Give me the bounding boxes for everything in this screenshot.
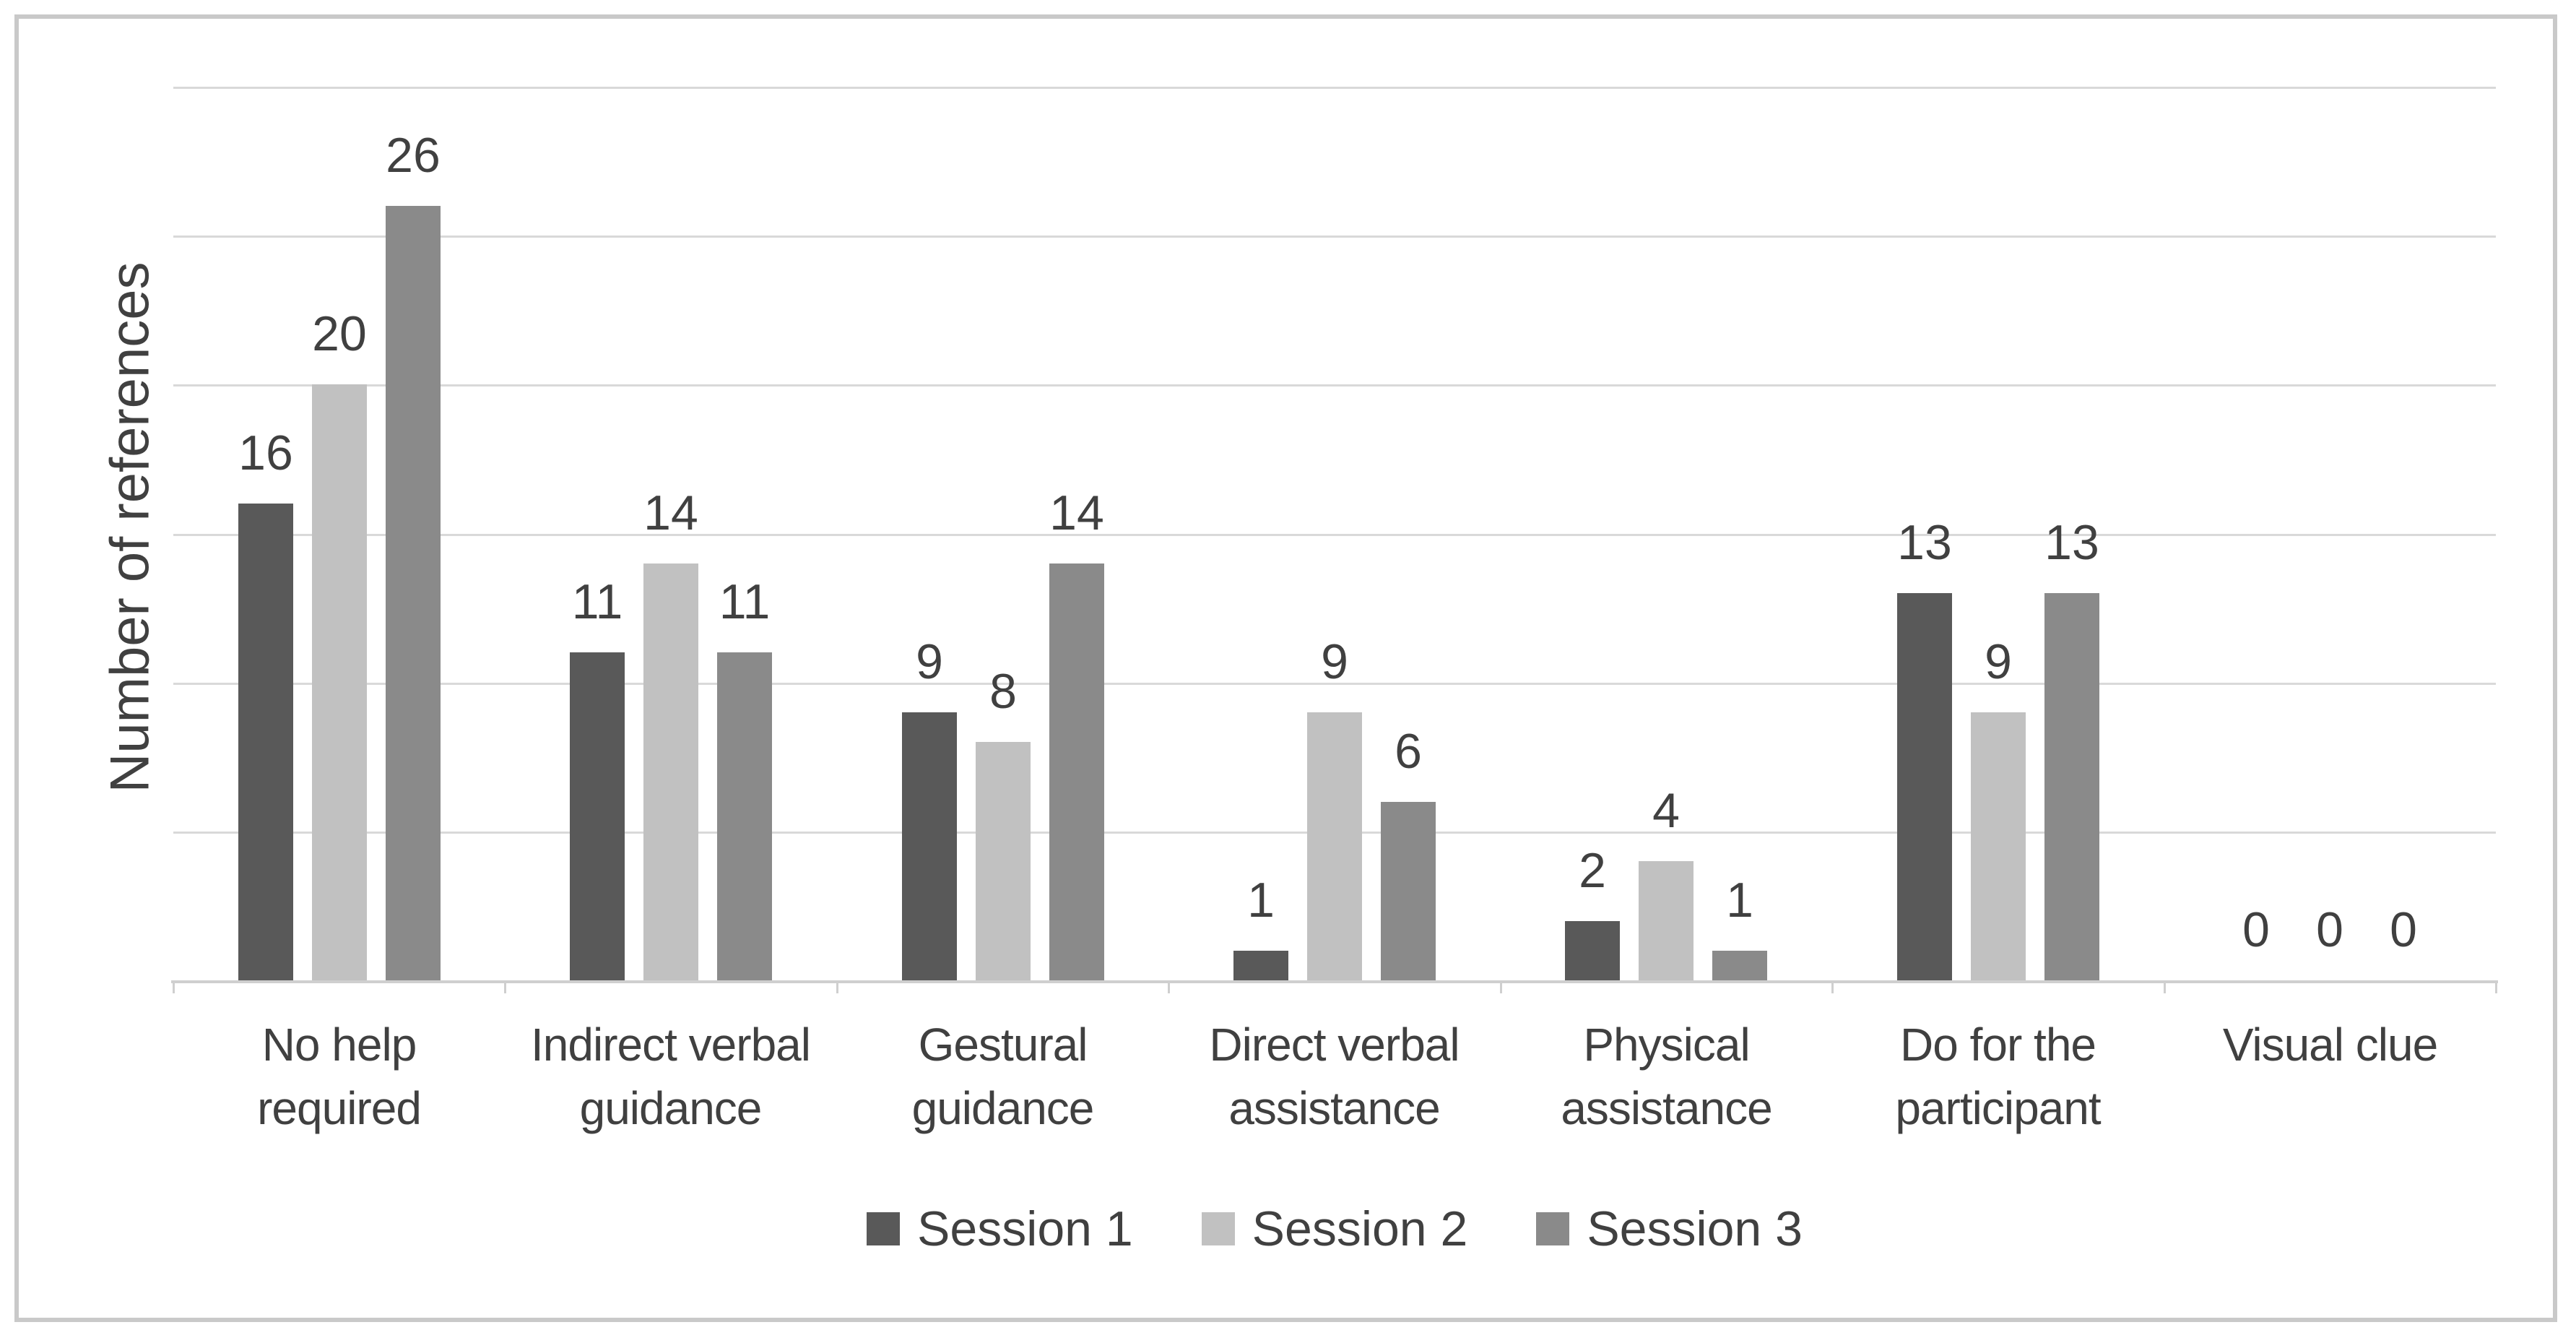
legend-swatch — [867, 1212, 901, 1245]
category-label: No help required — [257, 1019, 422, 1134]
bar-session-3 — [717, 652, 772, 980]
category-label: Physical assistance — [1561, 1019, 1772, 1134]
value-label: 14 — [1049, 485, 1104, 540]
bar-session-3 — [2044, 593, 2099, 980]
category-label: Gestural guidance — [911, 1019, 1095, 1134]
bar-session-3 — [1712, 951, 1767, 980]
x-axis-tick — [173, 982, 175, 993]
value-label: 0 — [2390, 902, 2417, 957]
value-label: 13 — [2044, 515, 2099, 570]
value-label: 26 — [386, 128, 441, 183]
bar-session-1 — [1233, 951, 1288, 980]
value-label: 8 — [989, 664, 1017, 719]
x-axis-tick — [1168, 982, 1170, 993]
value-label: 13 — [1897, 515, 1952, 570]
bar-session-2 — [1971, 712, 2026, 980]
value-label: 4 — [1652, 783, 1680, 838]
x-axis-tick — [2495, 982, 2497, 993]
gridline — [173, 87, 2496, 89]
legend-item-session-3: Session 3 — [1536, 1201, 1803, 1257]
gridline — [173, 384, 2496, 387]
legend-label: Session 2 — [1252, 1201, 1468, 1256]
legend-item-session-1: Session 1 — [867, 1201, 1133, 1257]
category-label: Direct verbal assistance — [1209, 1019, 1460, 1134]
gridline — [173, 683, 2496, 685]
bar-session-3 — [1049, 563, 1104, 980]
bar-session-2 — [312, 384, 367, 980]
bar-session-2 — [643, 563, 698, 980]
bar-session-2 — [1307, 712, 1362, 980]
value-label: 2 — [1579, 843, 1606, 898]
legend-label: Session 1 — [917, 1201, 1133, 1256]
bar-session-3 — [386, 206, 441, 980]
x-axis-tick — [1831, 982, 1834, 993]
y-axis-title: Number of references — [99, 262, 161, 793]
legend-swatch — [1536, 1212, 1570, 1245]
x-axis-tick — [2164, 982, 2166, 993]
bar-session-1 — [902, 712, 957, 980]
gridline — [173, 534, 2496, 536]
x-axis-tick — [504, 982, 506, 993]
category-label: Indirect verbal guidance — [531, 1019, 811, 1134]
category-label: Do for the participant — [1895, 1019, 2101, 1134]
value-label: 0 — [2242, 902, 2270, 957]
figure-border — [14, 14, 2557, 1322]
bar-session-1 — [238, 504, 293, 980]
gridline — [173, 236, 2496, 238]
legend-item-session-2: Session 2 — [1201, 1201, 1468, 1257]
value-label: 16 — [238, 426, 293, 480]
bar-session-1 — [1565, 921, 1620, 980]
value-label: 9 — [1985, 634, 2012, 689]
bar-session-2 — [1639, 861, 1694, 980]
x-axis-tick — [1500, 982, 1502, 993]
bar-session-1 — [570, 652, 625, 980]
legend: Session 1 Session 2 Session 3 — [173, 1201, 2496, 1257]
value-label: 9 — [916, 634, 943, 689]
value-label: 11 — [571, 574, 623, 629]
value-label: 20 — [312, 306, 367, 361]
legend-swatch — [1201, 1212, 1235, 1245]
value-label: 1 — [1726, 873, 1753, 928]
x-axis-line — [171, 980, 2498, 983]
value-label: 1 — [1247, 873, 1275, 928]
bar-session-1 — [1897, 593, 1952, 980]
value-label: 11 — [719, 574, 771, 629]
value-label: 6 — [1395, 724, 1422, 779]
bar-session-2 — [976, 742, 1031, 980]
value-label: 0 — [2316, 902, 2343, 957]
x-axis-tick — [836, 982, 838, 993]
value-label: 9 — [1321, 634, 1348, 689]
value-label: 14 — [643, 485, 698, 540]
bar-session-3 — [1381, 802, 1436, 980]
category-label: Visual clue — [2222, 1019, 2438, 1071]
legend-label: Session 3 — [1587, 1201, 1803, 1256]
